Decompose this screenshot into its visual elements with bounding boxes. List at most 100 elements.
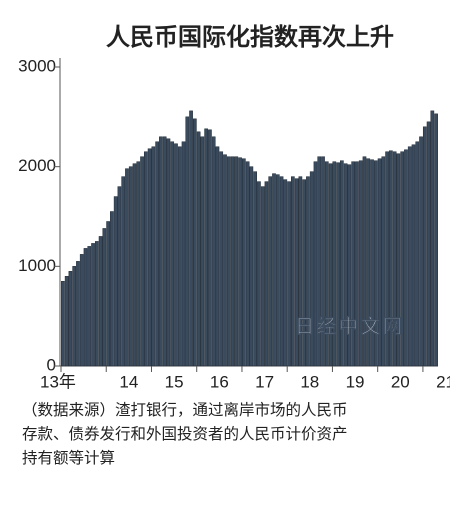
- x-tick-label: 13年: [40, 372, 76, 390]
- bar: [355, 161, 359, 367]
- bar: [358, 160, 363, 367]
- y-tick-label: 3000: [18, 56, 56, 75]
- bar: [343, 163, 348, 367]
- bar: [226, 156, 231, 367]
- y-tick-label: 1000: [18, 256, 56, 275]
- bar: [159, 136, 163, 367]
- bar: [177, 146, 182, 367]
- bar: [340, 160, 344, 367]
- x-tick-label: 19: [346, 372, 365, 390]
- bar: [313, 161, 318, 367]
- bar: [128, 166, 133, 367]
- bar: [200, 136, 205, 367]
- bars: [61, 110, 438, 367]
- x-tick-label: 21: [436, 372, 450, 390]
- bar: [324, 161, 329, 367]
- bar: [68, 271, 73, 367]
- x-tick-label: 20: [391, 372, 410, 390]
- chart: 人民币国际化指数再次上升 日经中文网 0 1000 2000 3000 13年 14 15 1…: [18, 23, 450, 390]
- bar: [321, 156, 325, 367]
- bar: [283, 179, 288, 367]
- bar: [204, 128, 208, 367]
- bar: [332, 161, 337, 367]
- bar: [317, 156, 322, 367]
- bar: [72, 266, 77, 367]
- bar: [170, 141, 175, 367]
- bar: [385, 151, 389, 367]
- bar: [275, 174, 280, 367]
- bar: [434, 113, 438, 367]
- bar: [253, 171, 257, 367]
- bar: [211, 136, 216, 367]
- bar: [362, 156, 367, 367]
- x-tick-label: 14: [119, 372, 138, 390]
- y-tick-label: 0: [47, 355, 56, 374]
- x-tick-label: 16: [210, 372, 229, 390]
- bar: [268, 176, 273, 367]
- bar: [79, 254, 84, 367]
- bar: [298, 176, 303, 367]
- bar: [166, 138, 171, 367]
- bar: [219, 151, 224, 367]
- bar: [302, 179, 306, 367]
- bar: [411, 144, 416, 367]
- bar: [351, 161, 356, 367]
- bar: [181, 141, 186, 367]
- note-line: （数据来源）渣打银行，通过离岸市场的人民币: [22, 401, 348, 419]
- bar: [106, 221, 110, 367]
- bar: [400, 151, 405, 367]
- chart-title: 人民币国际化指数再次上升: [106, 23, 394, 51]
- bar: [113, 196, 118, 367]
- bar: [272, 173, 276, 367]
- bar: [370, 159, 374, 367]
- note-line: 持有额等计算: [22, 449, 116, 467]
- note-line: 存款、债券发行和外国投资者的人民币计价资产: [22, 425, 348, 443]
- y-tick-label: 2000: [18, 156, 56, 175]
- bar: [91, 243, 95, 367]
- bar: [366, 158, 371, 367]
- bar: [238, 157, 242, 367]
- bar: [287, 181, 291, 367]
- bar: [377, 158, 382, 367]
- bar: [121, 176, 126, 367]
- bar: [223, 154, 227, 367]
- bar: [309, 171, 314, 367]
- bar: [61, 281, 65, 367]
- bar: [125, 168, 129, 367]
- bar: [185, 116, 190, 367]
- bar: [117, 186, 122, 367]
- bar: [140, 156, 144, 367]
- bar: [347, 164, 352, 367]
- bar: [294, 178, 299, 367]
- bar: [264, 181, 269, 367]
- bar: [389, 150, 393, 367]
- bar: [162, 136, 167, 367]
- bar: [249, 166, 254, 367]
- bar: [407, 146, 412, 367]
- bar: [336, 162, 340, 367]
- bar: [98, 236, 103, 367]
- bar: [151, 146, 156, 367]
- bar: [87, 246, 92, 367]
- bar: [415, 141, 420, 367]
- bar: [110, 211, 114, 367]
- bar: [291, 176, 295, 367]
- bar: [392, 151, 397, 367]
- x-tick-label: 17: [255, 372, 274, 390]
- bar: [230, 156, 235, 367]
- bar: [193, 118, 197, 367]
- bar: [306, 176, 310, 367]
- bar: [83, 248, 88, 367]
- bar: [76, 261, 80, 367]
- x-tick-label: 15: [165, 372, 184, 390]
- bar: [245, 161, 250, 367]
- bar: [242, 158, 246, 367]
- bar: [279, 176, 284, 367]
- bar: [328, 163, 333, 367]
- bar: [260, 186, 265, 367]
- bar: [257, 181, 261, 367]
- bar: [196, 131, 201, 367]
- bar: [396, 153, 401, 367]
- x-tick-label: 18: [300, 372, 319, 390]
